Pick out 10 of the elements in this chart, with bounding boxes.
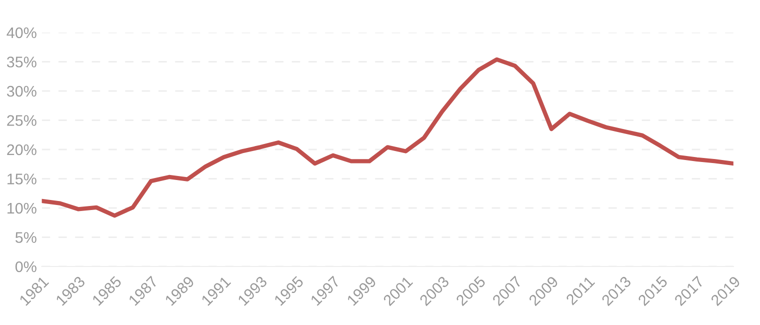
y-tick-label: 0%	[15, 261, 36, 272]
y-tick-label: 40%	[6, 27, 36, 38]
y-tick-label: 25%	[7, 115, 36, 126]
line-series	[42, 57, 734, 218]
y-tick-label: 15%	[8, 174, 36, 184]
y-tick-label: 5%	[15, 232, 36, 243]
y-tick-label: 35%	[6, 56, 36, 68]
y-tick-label: 10%	[8, 202, 36, 214]
y-tick-label: 30%	[6, 86, 36, 97]
y-tick-label: 20%	[7, 144, 36, 156]
